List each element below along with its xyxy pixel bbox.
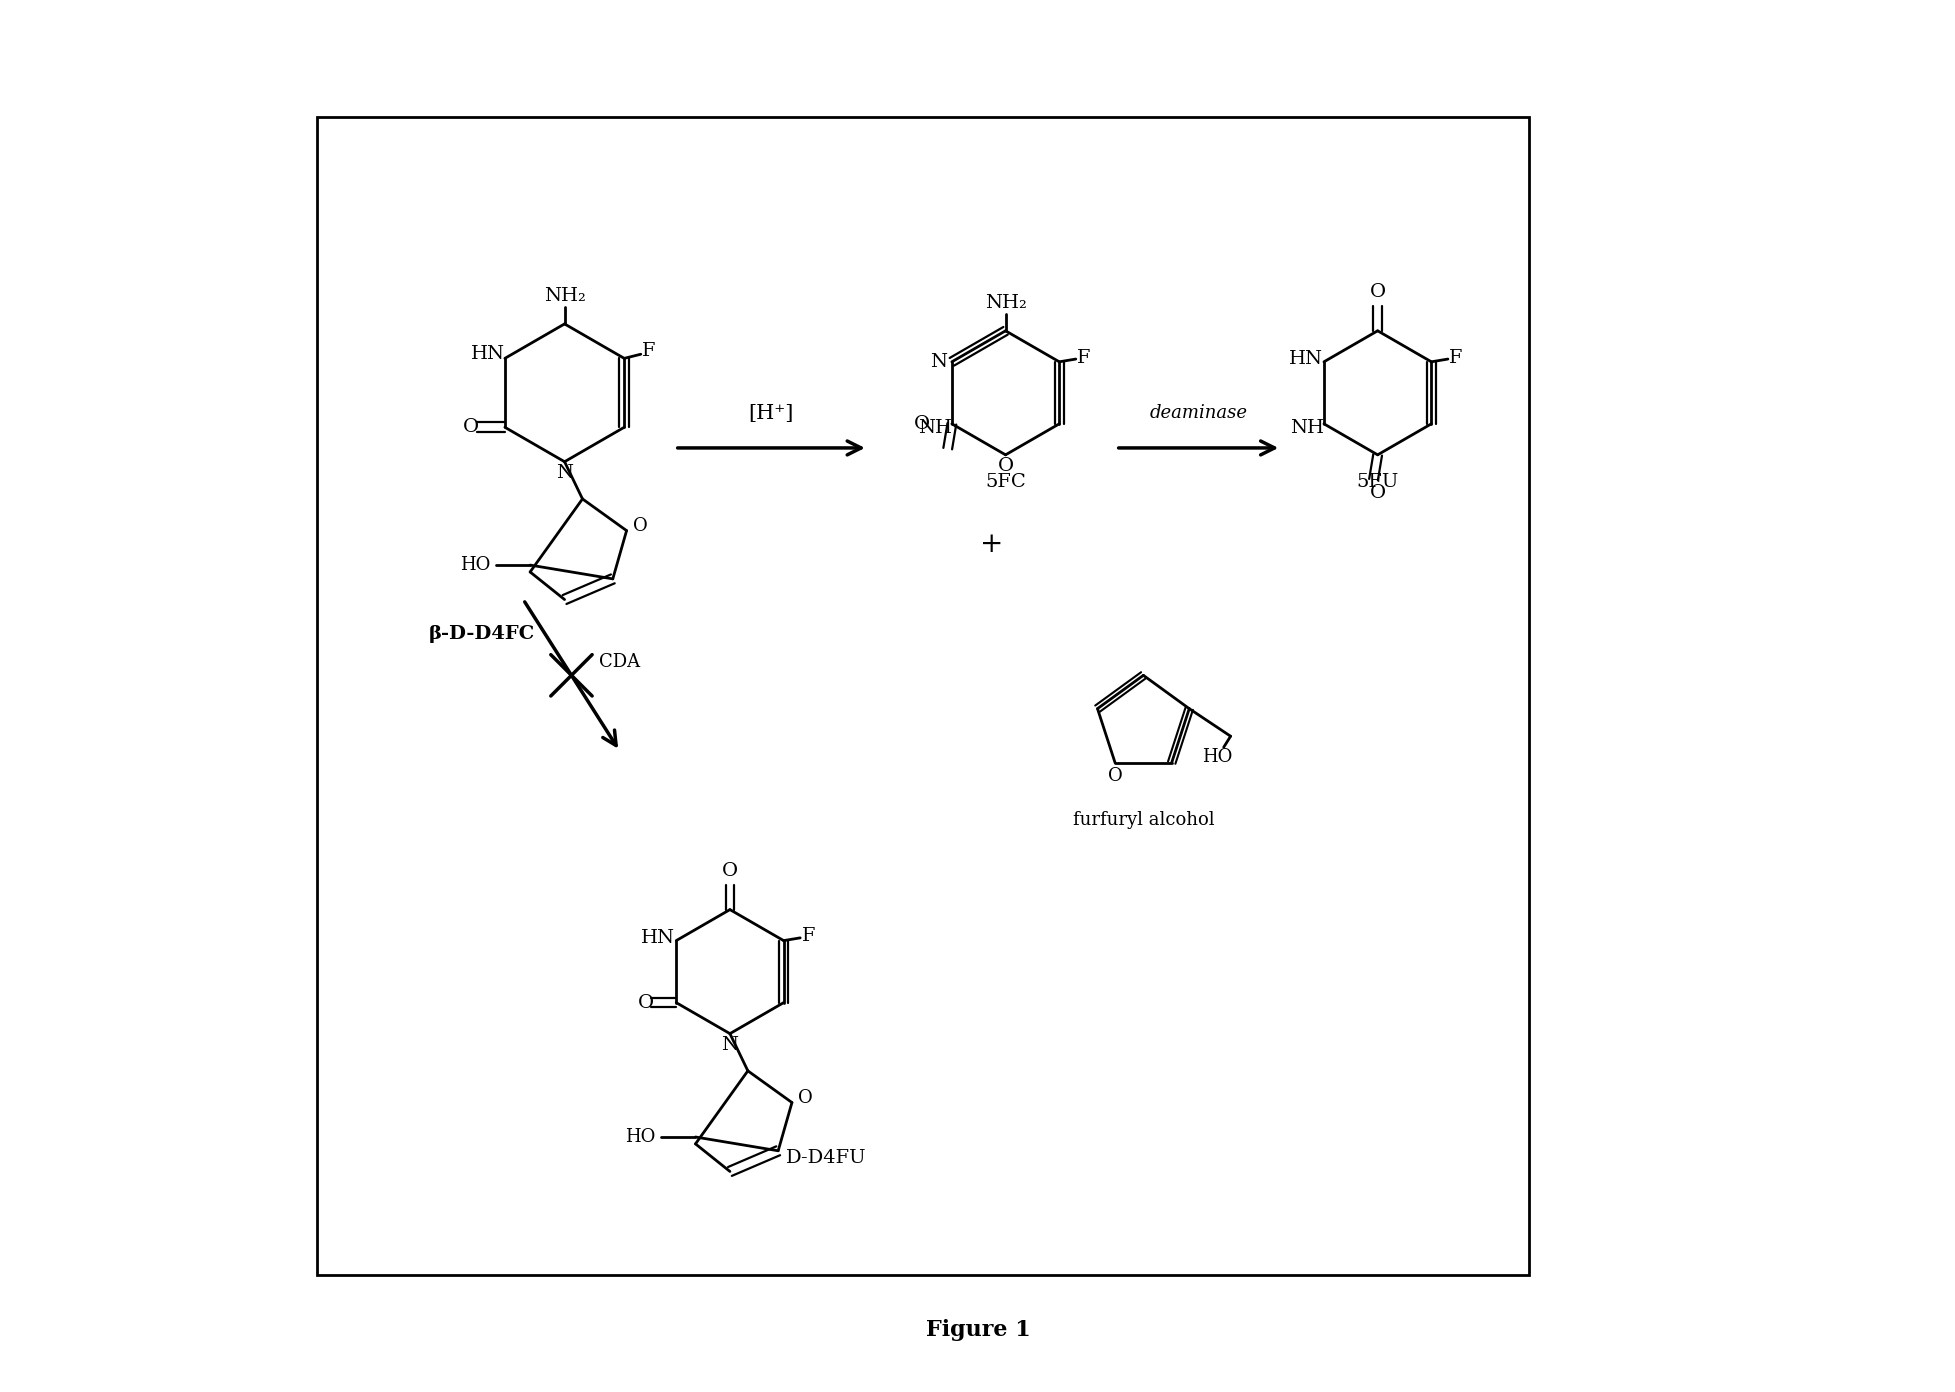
Text: O: O bbox=[997, 457, 1013, 475]
Text: β-D-D4FC: β-D-D4FC bbox=[428, 625, 536, 643]
Text: [H⁺]: [H⁺] bbox=[749, 404, 794, 423]
Text: furfuryl alcohol: furfuryl alcohol bbox=[1071, 812, 1214, 830]
Text: HN: HN bbox=[641, 928, 674, 947]
Text: N: N bbox=[721, 1036, 739, 1054]
Text: NH₂: NH₂ bbox=[543, 287, 585, 305]
Text: HO: HO bbox=[1200, 748, 1232, 766]
Text: NH: NH bbox=[1290, 419, 1324, 437]
Text: N: N bbox=[929, 352, 946, 370]
Text: F: F bbox=[1449, 348, 1462, 366]
Text: CDA: CDA bbox=[598, 653, 639, 671]
Text: F: F bbox=[802, 927, 815, 945]
Text: O: O bbox=[1368, 484, 1384, 503]
Text: HN: HN bbox=[1288, 349, 1322, 367]
Text: O: O bbox=[1368, 283, 1384, 301]
Text: F: F bbox=[641, 342, 655, 361]
Text: deaminase: deaminase bbox=[1150, 405, 1247, 423]
Text: HO: HO bbox=[459, 555, 491, 574]
Text: O: O bbox=[461, 418, 479, 436]
Text: NH: NH bbox=[917, 419, 952, 437]
Text: O: O bbox=[637, 994, 653, 1012]
Text: HN: HN bbox=[471, 345, 504, 363]
Text: 5FU: 5FU bbox=[1357, 473, 1398, 491]
Text: NH₂: NH₂ bbox=[983, 294, 1026, 312]
Text: O: O bbox=[721, 862, 737, 880]
Text: F: F bbox=[1077, 348, 1091, 366]
Text: HO: HO bbox=[626, 1128, 655, 1146]
Text: N: N bbox=[555, 464, 573, 482]
Text: +: + bbox=[979, 530, 1003, 558]
Text: D-D4FU: D-D4FU bbox=[786, 1148, 866, 1166]
Text: O: O bbox=[913, 415, 929, 433]
FancyBboxPatch shape bbox=[317, 117, 1529, 1275]
Text: 5FC: 5FC bbox=[985, 473, 1026, 491]
Text: O: O bbox=[1107, 767, 1122, 785]
Text: O: O bbox=[633, 518, 647, 536]
Text: O: O bbox=[798, 1090, 813, 1108]
Text: Figure 1: Figure 1 bbox=[925, 1320, 1030, 1340]
